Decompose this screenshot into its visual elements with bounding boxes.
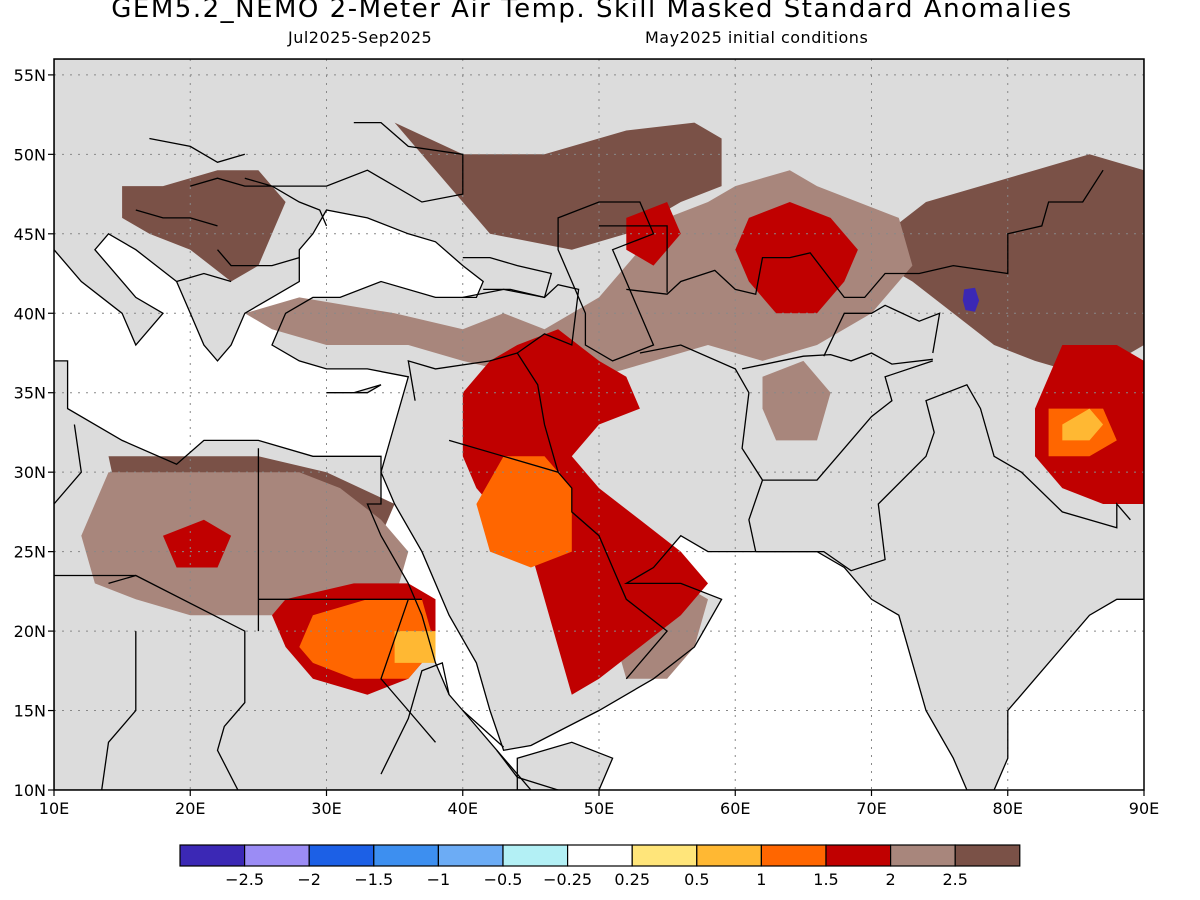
colorbar-label: −2.5 [225, 870, 264, 889]
anomaly-region [476, 456, 572, 568]
lon-tick-label: 60E [720, 799, 750, 818]
border-line [190, 121, 464, 203]
colorbar-label: 1 [756, 870, 766, 889]
lat-tick-label: 35N [14, 384, 46, 403]
anomaly-region [244, 170, 913, 377]
coastline [326, 384, 382, 394]
anomaly-region [1062, 408, 1104, 441]
lat-tick-label: 25N [14, 543, 46, 562]
colorbar-label: 0.5 [684, 870, 709, 889]
border-line [496, 749, 559, 790]
lon-tick-label: 20E [175, 799, 205, 818]
anomaly-region [885, 154, 1144, 377]
border-line [407, 352, 559, 473]
gridlines [54, 59, 1144, 790]
lat-tick-label: 45N [14, 225, 46, 244]
lat-tick-label: 10N [14, 781, 46, 800]
anomaly-region [462, 329, 708, 695]
colorbar-swatch [631, 844, 698, 867]
landmass [517, 742, 613, 790]
lon-tick-label: 90E [1129, 799, 1159, 818]
latitude-ticks: 10N 15N 20N 25N 30N 35N 40N 45N 50N 55N [14, 66, 54, 800]
colorbar-swatch [437, 844, 504, 867]
border-line [380, 599, 436, 743]
colorbar-label: 2.5 [942, 870, 967, 889]
lon-tick-label: 80E [993, 799, 1023, 818]
colorbar-swatch [566, 844, 633, 867]
border-line [626, 169, 1104, 299]
map-title: GEM5.2_NEMO 2-Meter Air Temp. Skill Mask… [111, 0, 1073, 24]
anomaly-region [122, 170, 286, 282]
border-line [462, 256, 553, 299]
border-line [135, 209, 218, 227]
colorbar-label: −0.25 [543, 870, 592, 889]
coastline [54, 360, 532, 790]
colorbar-swatch [502, 844, 569, 867]
border-line [217, 249, 300, 267]
border-line [149, 137, 245, 164]
border-line [483, 283, 580, 354]
border-line [101, 631, 137, 790]
lat-tick-label: 55N [14, 66, 46, 85]
colorbar: −2.5 −2 −1.5 −1 −0.5 −0.25 0.25 0.5 1 1.5 2 2.5 [179, 844, 1021, 889]
forecast-period: Jul2025-Sep2025 [288, 28, 433, 47]
lon-tick-label: 40E [448, 799, 478, 818]
colorbar-swatch [760, 844, 827, 867]
border-line [448, 439, 669, 680]
colorbar-label: 1.5 [813, 870, 838, 889]
colorbar-swatch [244, 844, 310, 867]
colorbar-swatch [179, 844, 246, 867]
lat-tick-label: 40N [14, 304, 46, 323]
anomaly-region [962, 287, 980, 312]
anomaly-region [762, 360, 831, 441]
anomaly-region [735, 202, 858, 314]
colorbar-label: 2 [886, 870, 896, 889]
coastline [54, 59, 1144, 790]
border-line [380, 662, 450, 775]
lat-tick-label: 50N [14, 145, 46, 164]
longitude-ticks: 10E 20E 30E 40E 50E 60E 70E 80E 90E [39, 790, 1159, 818]
lat-tick-label: 20N [14, 622, 46, 641]
border-line [462, 710, 505, 748]
colorbar-label: 0.25 [614, 870, 650, 889]
lat-tick-label: 30N [14, 463, 46, 482]
colorbar-label: −1 [427, 870, 451, 889]
initial-conditions: May2025 initial conditions [645, 28, 869, 47]
border-line [639, 344, 764, 552]
landmass [326, 384, 381, 393]
colorbar-swatch [696, 844, 762, 867]
colorbar-swatch [308, 844, 375, 867]
border-line [823, 304, 941, 357]
lon-tick-label: 10E [39, 799, 69, 818]
coastline [557, 201, 655, 362]
coastline [516, 741, 614, 790]
colorbar-label: −1.5 [354, 870, 393, 889]
border-line [54, 424, 82, 505]
colorbar-swatch [889, 844, 956, 867]
lon-tick-label: 30E [311, 799, 341, 818]
border-line [755, 383, 1131, 572]
lon-tick-label: 70E [856, 799, 886, 818]
colorbar-label: −0.5 [484, 870, 523, 889]
colorbar-swatch [825, 844, 892, 867]
lon-tick-label: 50E [584, 799, 614, 818]
border-line [741, 352, 933, 370]
border-line [176, 272, 232, 283]
anomaly-region [394, 631, 436, 663]
colorbar-swatch [954, 844, 1021, 867]
colorbar-swatch [373, 844, 439, 867]
border-line [762, 360, 934, 481]
colorbar-label: −2 [297, 870, 321, 889]
border-line [244, 177, 328, 227]
lat-tick-label: 15N [14, 702, 46, 721]
anomaly-region [163, 519, 232, 568]
coastlines [54, 59, 1144, 790]
border-line [599, 225, 668, 293]
